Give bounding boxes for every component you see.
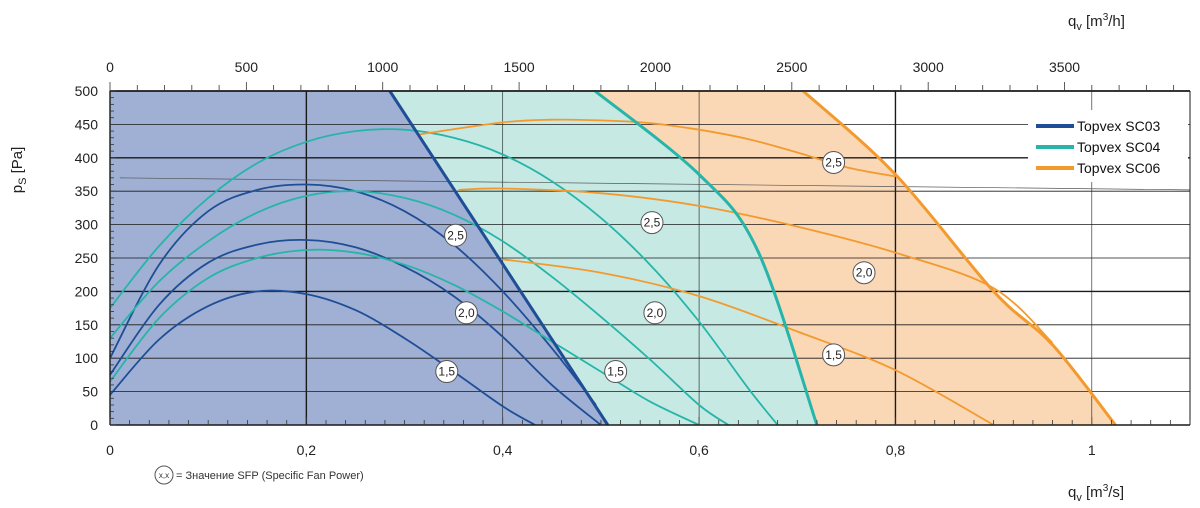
sfp-marker-label: 2,0 [458, 306, 475, 320]
x-bottom-tick-label: 0 [106, 442, 114, 458]
y-tick-label: 0 [90, 417, 98, 433]
sfp-marker: 2,5 [822, 150, 846, 174]
legend-label-sc03: Topvex SC03 [1077, 118, 1160, 134]
region-boundaries [388, 91, 1117, 425]
x-top-tick-label: 1000 [367, 59, 398, 75]
sfp-marker-label: 1,5 [607, 365, 624, 379]
curve-topvex-sc04-5 [110, 248, 700, 425]
legend: Topvex SC03 Topvex SC04 Topvex SC06 [1028, 110, 1188, 182]
x-top-tick-label: 0 [106, 59, 114, 75]
x-bottom-tick-label: 0,2 [297, 442, 317, 458]
x-bottom-tick-label: 0,4 [493, 442, 513, 458]
y-tick-label: 50 [82, 384, 98, 400]
x-top-axis-title: qv [m3/h] [1068, 12, 1125, 33]
sfp-marker-label: 2,0 [647, 306, 664, 320]
x-top-tick-label: 3500 [1049, 59, 1080, 75]
x-top-tick-label: 500 [235, 59, 259, 75]
curve-topvex-sc03-1 [110, 239, 602, 425]
y-ticks: 0 50 100 150 200 250 300 350 400 450 500 [75, 83, 116, 433]
x-top-title-unit-a: [m [1086, 13, 1103, 30]
x-top-tick-label: 2000 [640, 59, 671, 75]
x-bottom-title-unit-a: [m [1086, 484, 1103, 501]
sfp-note-text: = Значение SFP (Specific Fan Power) [176, 470, 364, 482]
sfp-marker: 2,0 [643, 301, 667, 325]
x-top-tick-label: 2500 [776, 59, 807, 75]
y-tick-label: 450 [75, 116, 99, 132]
sfp-marker-circle [643, 301, 667, 325]
x-bottom-axis-title: qv [m3/s] [1068, 483, 1124, 504]
sfp-marker: 2,0 [454, 301, 478, 325]
y-axis-title-unit: [Pa] [9, 147, 26, 174]
sfp-marker: 1,5 [435, 360, 459, 384]
x-bottom-tick-label: 0,6 [689, 442, 709, 458]
sfp-marker-label: 2,5 [825, 155, 842, 169]
x-top-tick-label: 3000 [913, 59, 944, 75]
y-axis-title-sub: S [17, 178, 29, 185]
x-top-title-main: q [1068, 13, 1076, 30]
sfp-marker-circle [852, 261, 876, 285]
sfp-marker-label: 2,5 [644, 216, 661, 230]
sfp-marker-circle [640, 211, 664, 235]
x-top-title-unit-sup: 3 [1103, 12, 1109, 23]
sfp-marker-circle [444, 223, 468, 247]
sfp-marker: 1,5 [604, 360, 628, 384]
x-top-ticks: 0 500 1000 1500 2000 2500 3000 3500 [106, 59, 1175, 91]
sfp-marker: 2,5 [640, 211, 664, 235]
y-tick-label: 200 [75, 283, 99, 299]
sfp-note-symbol [154, 465, 174, 485]
x-bottom-tick-label: 1 [1088, 442, 1096, 458]
sfp-marker-circle [822, 150, 846, 174]
x-bottom-tick-label: 0,8 [886, 442, 906, 458]
sfp-markers: 2,5 2,0 1,5 2,5 2,0 1,5 2,5 2,0 1,5 [435, 150, 876, 384]
sfp-marker-circle [604, 360, 628, 384]
sfp-marker-label: 2,5 [447, 228, 464, 242]
sfp-marker-label: 1,5 [825, 348, 842, 362]
legend-label-sc06: Topvex SC06 [1077, 160, 1160, 176]
y-tick-label: 300 [75, 217, 99, 233]
x-bottom-title-unit-b: /s] [1108, 484, 1124, 501]
boundary-topvex-sc06 [802, 91, 1117, 425]
y-tick-label: 100 [75, 350, 99, 366]
boundary-topvex-sc04 [594, 91, 819, 425]
sfp-note-symbol-text: x,x [159, 471, 169, 480]
sfp-marker: 1,5 [822, 343, 846, 367]
sfp-marker-circle [822, 343, 846, 367]
sfp-note: x,x = Значение SFP (Specific Fan Power) [154, 465, 364, 485]
sfp-marker-circle [435, 360, 459, 384]
x-top-tick-label: 1500 [504, 59, 535, 75]
y-tick-label: 400 [75, 150, 99, 166]
x-top-title-unit-b: /h] [1108, 13, 1125, 30]
svg-text:pS [Pa]: pS [Pa] [9, 147, 29, 194]
sfp-marker-label: 1,5 [438, 365, 455, 379]
reference-line [119, 177, 1190, 191]
x-top-title-sub: v [1076, 21, 1082, 33]
curve-topvex-sc04-3 [110, 128, 779, 425]
y-axis-title: pS [Pa] [9, 147, 29, 194]
y-tick-label: 500 [75, 83, 99, 99]
y-tick-label: 250 [75, 250, 99, 266]
y-tick-label: 150 [75, 317, 99, 333]
curve-topvex-sc03-2 [110, 289, 536, 425]
y-axis-title-main: p [9, 185, 26, 193]
curve-topvex-sc04-4 [110, 190, 730, 425]
x-bottom-title-main: q [1068, 484, 1076, 501]
x-bottom-title-unit-sup: 3 [1103, 483, 1109, 494]
sfp-marker-label: 2,0 [856, 266, 873, 280]
boundary-topvex-sc03 [388, 91, 610, 425]
reference-line-path [119, 177, 1190, 191]
x-bottom-ticks: 0 0,2 0,4 0,6 0,8 1 [106, 417, 1191, 458]
x-bottom-title-sub: v [1076, 492, 1082, 504]
legend-label-sc04: Topvex SC04 [1077, 139, 1160, 155]
sfp-marker: 2,5 [444, 223, 468, 247]
y-tick-label: 350 [75, 183, 99, 199]
curve-topvex-sc06-6 [419, 118, 896, 178]
sfp-marker: 2,0 [852, 261, 876, 285]
curve-topvex-sc06-8 [502, 258, 995, 425]
sfp-marker-circle [454, 301, 478, 325]
